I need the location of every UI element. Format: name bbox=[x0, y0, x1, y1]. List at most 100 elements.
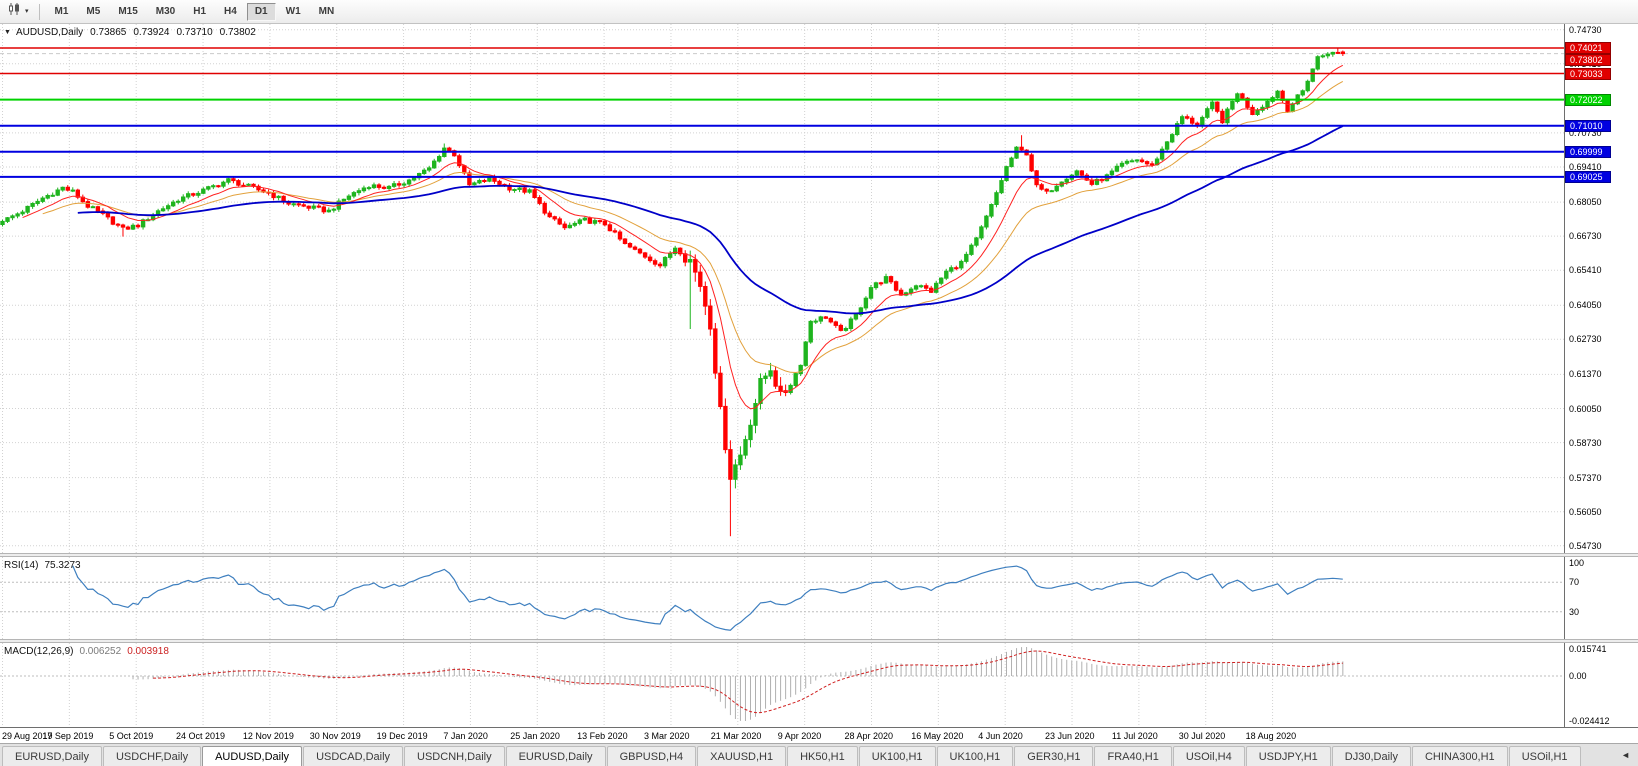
candlestick-chart-icon bbox=[8, 2, 22, 21]
price-tag: 0.72022 bbox=[1565, 93, 1611, 106]
pane-separator[interactable] bbox=[0, 553, 1638, 557]
price-axis-label: 0.74730 bbox=[1569, 24, 1602, 35]
price-axis-label: 0.57370 bbox=[1569, 472, 1602, 483]
toolbar-separator bbox=[38, 3, 40, 20]
price-axis-label: 0.70730 bbox=[1569, 127, 1602, 138]
period-button-m15[interactable]: M15 bbox=[118, 5, 138, 17]
rsi-pane: RSI(14) 75.3273 100 70 30 bbox=[0, 557, 1638, 639]
date-axis-label: 17 Sep 2019 bbox=[42, 731, 94, 741]
rsi-axis-label: 70 bbox=[1569, 577, 1580, 588]
ohlc-low: 0.73710 bbox=[176, 27, 213, 38]
toolbar: ▾ M1 M5 M15 M30 H1 H4 D1 W1 MN bbox=[0, 0, 1638, 24]
price-axis-label: 0.62730 bbox=[1569, 334, 1602, 345]
date-axis-label: 29 Aug 2019 bbox=[2, 731, 53, 741]
chart-type-button[interactable]: ▾ bbox=[4, 0, 33, 23]
period-button-w1[interactable]: W1 bbox=[285, 5, 301, 17]
price-axis-label: 0.64050 bbox=[1569, 300, 1602, 311]
price-tag: 0.74021 bbox=[1565, 42, 1611, 54]
date-axis-label: 3 Mar 2020 bbox=[644, 731, 690, 741]
period-button-mn[interactable]: MN bbox=[318, 5, 335, 17]
macd-scale[interactable]: 0.015741 0.00 -0.024412 bbox=[1565, 643, 1638, 727]
chart-tab-xauusd-h1[interactable]: XAUUSD,H1 bbox=[697, 746, 787, 766]
chart-tab-uk100-h1[interactable]: UK100,H1 bbox=[936, 746, 1014, 766]
rsi-label: RSI(14) 75.3273 bbox=[4, 560, 81, 571]
price-axis-label: 0.69410 bbox=[1569, 162, 1602, 172]
date-axis-label: 18 Aug 2020 bbox=[1245, 731, 1297, 741]
date-axis-label: 13 Feb 2020 bbox=[577, 731, 628, 741]
period-button-m5[interactable]: M5 bbox=[86, 5, 101, 17]
chart-tab-eurusd-daily[interactable]: EURUSD,Daily bbox=[2, 746, 102, 766]
chart-tab-usdjpy-h1[interactable]: USDJPY,H1 bbox=[1245, 746, 1331, 766]
macd-axis-label: 0.00 bbox=[1569, 671, 1587, 681]
chevron-down-icon: ▾ bbox=[25, 8, 29, 15]
macd-axis-label: -0.024412 bbox=[1569, 716, 1610, 726]
macd-axis-label: 0.015741 bbox=[1569, 644, 1607, 654]
chart-tab-eurusd-daily[interactable]: EURUSD,Daily bbox=[505, 746, 606, 766]
macd-main-value: 0.006252 bbox=[79, 646, 122, 657]
date-axis-label: 28 Apr 2020 bbox=[844, 731, 894, 741]
chart-tab-uk100-h1[interactable]: UK100,H1 bbox=[858, 746, 936, 766]
period-button-group: M1 M5 M15 M30 H1 H4 D1 W1 MN bbox=[46, 2, 344, 21]
rsi-value: 75.3273 bbox=[44, 560, 81, 571]
chart-tab-usdcnh-daily[interactable]: USDCNH,Daily bbox=[404, 746, 505, 766]
chart-tab-ger30-h1[interactable]: GER30,H1 bbox=[1014, 746, 1094, 766]
pane-separator[interactable] bbox=[0, 639, 1638, 643]
chart-tab-bar: EURUSD,Daily USDCHF,Daily AUDUSD,Daily USDC… bbox=[0, 743, 1638, 766]
chart-tab-hk50-h1[interactable]: HK50,H1 bbox=[787, 746, 858, 766]
collapse-icon[interactable]: ▼ bbox=[4, 29, 11, 36]
chart-tab-china300-h1[interactable]: CHINA300,H1 bbox=[1411, 746, 1508, 766]
main-chart-plot[interactable]: ▼ AUDUSD,Daily 0.73865 0.73924 0.73710 0… bbox=[0, 24, 1565, 553]
date-axis-label: 30 Nov 2019 bbox=[309, 731, 361, 741]
date-axis-label: 7 Jan 2020 bbox=[443, 731, 488, 741]
macd-label: MACD(12,26,9) 0.006252 0.003918 bbox=[4, 646, 169, 657]
chart-tab-fra40-h1[interactable]: FRA40,H1 bbox=[1094, 746, 1172, 766]
macd-plot[interactable]: MACD(12,26,9) 0.006252 0.003918 bbox=[0, 643, 1565, 727]
rsi-scale[interactable]: 100 70 30 bbox=[1565, 557, 1638, 639]
date-axis-label: 16 May 2020 bbox=[911, 731, 964, 741]
rsi-name: RSI(14) bbox=[4, 560, 39, 571]
ohlc-high: 0.73924 bbox=[133, 27, 170, 38]
rsi-axis-label: 30 bbox=[1569, 606, 1580, 617]
date-axis-label: 12 Nov 2019 bbox=[242, 731, 294, 741]
date-axis-label: 5 Oct 2019 bbox=[109, 731, 154, 741]
date-axis-label: 30 Jul 2020 bbox=[1178, 731, 1226, 741]
date-axis-label: 9 Apr 2020 bbox=[777, 731, 822, 741]
price-tag: 0.73802 bbox=[1565, 54, 1611, 66]
chart-tab-usdchf-daily[interactable]: USDCHF,Daily bbox=[102, 746, 202, 766]
chart-header: ▼ AUDUSD,Daily 0.73865 0.73924 0.73710 0… bbox=[4, 27, 256, 38]
price-axis-label: 0.54730 bbox=[1569, 540, 1602, 551]
ohlc-open: 0.73865 bbox=[90, 27, 127, 38]
chart-tab-usoil-h1[interactable]: USOil,H1 bbox=[1508, 746, 1581, 766]
macd-pane: MACD(12,26,9) 0.006252 0.003918 0.015741… bbox=[0, 643, 1638, 727]
price-tag: 0.71010 bbox=[1565, 119, 1611, 132]
price-axis-label: 0.60050 bbox=[1569, 403, 1602, 414]
price-axis-label: 0.58730 bbox=[1569, 437, 1602, 448]
date-axis-label: 21 Mar 2020 bbox=[710, 731, 762, 741]
period-button-d1[interactable]: D1 bbox=[246, 2, 276, 21]
chart-tab-usdcad-daily[interactable]: USDCAD,Daily bbox=[303, 746, 404, 766]
rsi-axis-label: 100 bbox=[1569, 558, 1585, 568]
date-axis-label: 25 Jan 2020 bbox=[510, 731, 560, 741]
time-axis[interactable]: 29 Aug 2019 17 Sep 2019 5 Oct 2019 24 Oct 2… bbox=[0, 727, 1638, 743]
date-axis-label: 23 Jun 2020 bbox=[1045, 731, 1095, 741]
period-button-m30[interactable]: M30 bbox=[155, 5, 176, 17]
tab-scroll-left-icon[interactable]: ◄ bbox=[1621, 750, 1630, 760]
macd-signal-value: 0.003918 bbox=[127, 646, 169, 657]
date-axis-label: 4 Jun 2020 bbox=[978, 731, 1023, 741]
chart-tab-gbpusd-h4[interactable]: GBPUSD,H4 bbox=[606, 746, 697, 766]
chart-tab-dj30-daily[interactable]: DJ30,Daily bbox=[1331, 746, 1411, 766]
macd-name: MACD(12,26,9) bbox=[4, 646, 74, 657]
price-tag: 0.69999 bbox=[1565, 145, 1611, 158]
main-chart-pane: ▼ AUDUSD,Daily 0.73865 0.73924 0.73710 0… bbox=[0, 24, 1638, 553]
price-scale[interactable]: 0.747300.734100.707300.694100.680500.667… bbox=[1565, 24, 1638, 553]
period-button-h4[interactable]: H4 bbox=[224, 5, 237, 17]
period-button-m1[interactable]: M1 bbox=[54, 5, 69, 17]
chart-tab-audusd-daily[interactable]: AUDUSD,Daily bbox=[202, 746, 303, 766]
rsi-plot[interactable]: RSI(14) 75.3273 bbox=[0, 557, 1565, 639]
price-axis-label: 0.65410 bbox=[1569, 265, 1602, 276]
period-button-h1[interactable]: H1 bbox=[193, 5, 207, 17]
chart-tab-usoil-h4[interactable]: USOil,H4 bbox=[1172, 746, 1245, 766]
price-axis-label: 0.68050 bbox=[1569, 197, 1602, 208]
date-axis-label: 24 Oct 2019 bbox=[176, 731, 226, 741]
